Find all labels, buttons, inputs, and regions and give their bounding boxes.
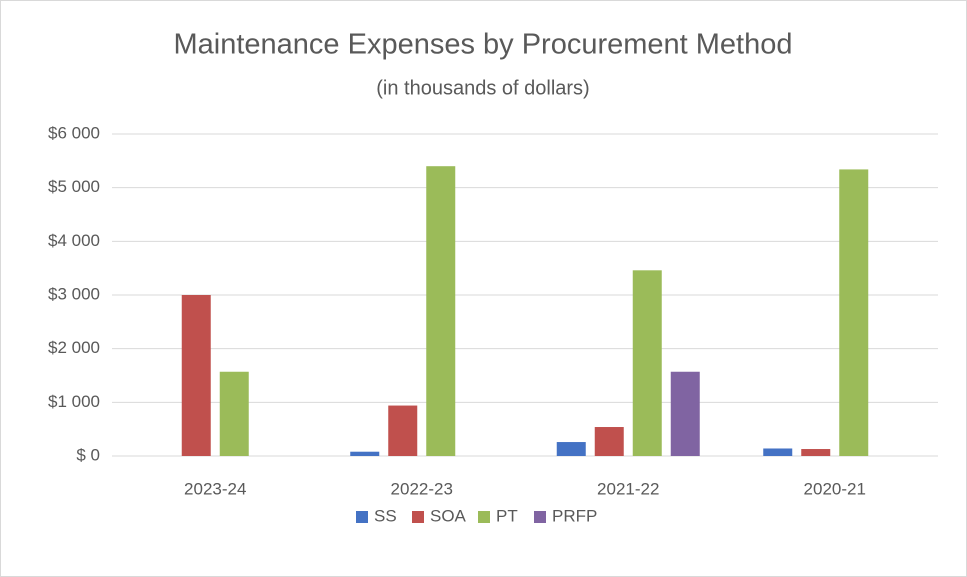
- chart-title: Maintenance Expenses by Procurement Meth…: [173, 29, 792, 61]
- x-tick-label: 2021-22: [597, 479, 659, 498]
- legend-swatch: [534, 511, 546, 523]
- y-tick-label: $3 000: [48, 284, 100, 303]
- y-tick-label: $6 000: [48, 123, 100, 142]
- legend-swatch: [356, 511, 368, 523]
- x-tick-label: 2022-23: [391, 479, 453, 498]
- bar: [426, 166, 456, 456]
- y-tick-label: $4 000: [48, 231, 100, 250]
- bar: [801, 449, 831, 456]
- legend-label: PT: [496, 506, 518, 525]
- chart-subtitle: (in thousands of dollars): [376, 77, 589, 99]
- bar: [219, 371, 249, 456]
- bar: [181, 295, 211, 456]
- bar: [632, 270, 662, 456]
- legend-label: SOA: [430, 506, 467, 525]
- legend-swatch: [412, 511, 424, 523]
- legend-swatch: [478, 511, 490, 523]
- bar: [670, 371, 700, 456]
- bar: [350, 451, 380, 456]
- bar: [388, 405, 418, 456]
- bar: [594, 427, 624, 456]
- x-tick-label: 2020-21: [804, 479, 866, 498]
- legend-label: PRFP: [552, 506, 597, 525]
- bar: [763, 448, 793, 456]
- y-tick-label: $1 000: [48, 392, 100, 411]
- bar: [556, 442, 586, 456]
- y-tick-label: $2 000: [48, 338, 100, 357]
- y-tick-label: $ 0: [76, 445, 100, 464]
- y-tick-label: $5 000: [48, 177, 100, 196]
- legend-label: SS: [374, 506, 397, 525]
- x-tick-label: 2023-24: [184, 479, 246, 498]
- bar: [839, 169, 869, 457]
